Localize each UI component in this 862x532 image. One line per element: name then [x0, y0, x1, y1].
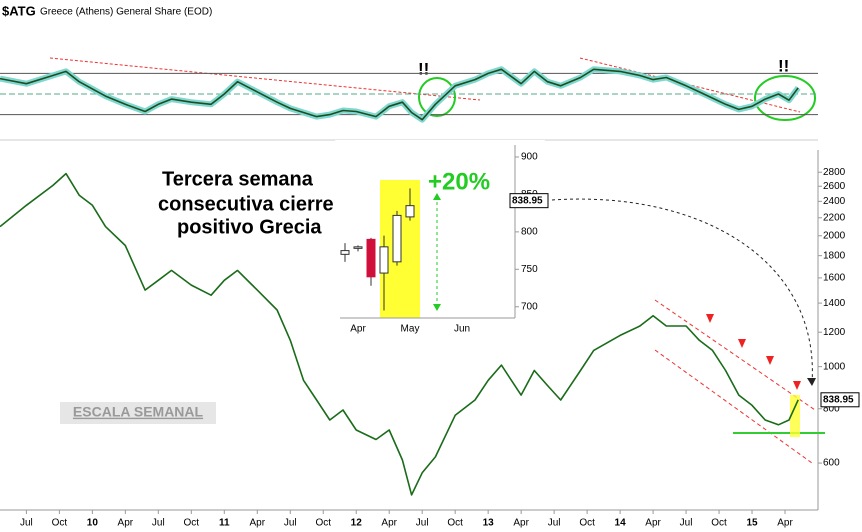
down-arrow: [738, 339, 746, 348]
x-tick-label: Jul: [284, 518, 297, 529]
exclamation: !!: [418, 59, 429, 78]
highlight-circle: [418, 77, 456, 117]
x-tick-label: Jul: [548, 518, 561, 529]
x-tick-label: Oct: [52, 518, 68, 529]
annotation: Tercera semana: [162, 168, 314, 190]
y-tick-label: 2000: [823, 230, 846, 241]
down-arrow: [706, 314, 714, 323]
inset-x-tick-label: Apr: [350, 324, 366, 335]
x-tick-label: Apr: [381, 518, 397, 529]
trend-line: [579, 57, 801, 113]
connector-head: [807, 378, 816, 386]
y-tick-label: 2600: [823, 181, 846, 192]
candle-body: [366, 238, 376, 278]
x-tick-label: Oct: [711, 518, 727, 529]
inset-y-tick-label: 800: [521, 227, 538, 238]
arrows: [706, 314, 801, 390]
x-tick-label: Oct: [315, 518, 331, 529]
x-tick-label: Jul: [20, 518, 33, 529]
price-label-box: [820, 392, 860, 408]
candle-body: [353, 246, 363, 249]
x-tick-label: 13: [483, 518, 495, 529]
price-label: 838.95: [823, 394, 854, 405]
stamp: ESCALA SEMANAL: [73, 404, 204, 420]
y-tick-label: 2400: [823, 196, 846, 207]
price-line: [0, 172, 799, 496]
x-tick-label: 12: [351, 518, 363, 529]
channel-line: [654, 299, 816, 411]
indicator-line: [0, 68, 799, 121]
x-tick-label: Jul: [152, 518, 165, 529]
y-tick-label: 1800: [823, 250, 846, 261]
highlight: [790, 395, 800, 437]
subtitle: Greece (Athens) General Share (EOD): [40, 7, 212, 18]
candle-body: [405, 205, 415, 218]
y-tick-label: 1200: [823, 327, 846, 338]
inset-y-tick-label: 900: [521, 152, 538, 163]
annotation: positivo Grecia: [177, 216, 322, 238]
x-tick-label: Apr: [777, 518, 793, 529]
candle-body: [340, 250, 350, 255]
highlight-circle: [754, 75, 816, 121]
down-arrow: [766, 356, 774, 365]
inset-x-tick-label: May: [401, 324, 420, 335]
trend-line: [49, 57, 481, 101]
inset-price-box: [509, 193, 549, 209]
inset-y-tick-label: 750: [521, 264, 538, 275]
y-tick-label: 2200: [823, 212, 846, 223]
x-tick-label: 15: [746, 518, 758, 529]
y-tick-label: 600: [823, 458, 840, 469]
x-tick-label: Jul: [416, 518, 429, 529]
x-tick-label: Apr: [513, 518, 529, 529]
exclamation: !!: [778, 56, 789, 75]
x-tick-label: Oct: [447, 518, 463, 529]
x-tick-label: Oct: [184, 518, 200, 529]
x-tick-label: Apr: [645, 518, 661, 529]
y-tick-label: 800: [823, 403, 840, 414]
channel-line: [654, 349, 813, 464]
x-tick-label: Oct: [579, 518, 595, 529]
x-tick-label: Apr: [249, 518, 265, 529]
gain-label: +20%: [428, 168, 490, 195]
stamp-box: [60, 402, 216, 424]
inset-y-tick-label: 700: [521, 301, 538, 312]
inset-x-tick-label: Jun: [454, 324, 470, 335]
candle-body: [379, 246, 389, 274]
y-tick-label: 1000: [823, 361, 846, 372]
x-tick-label: 10: [87, 518, 99, 529]
y-tick-label: 1600: [823, 273, 846, 284]
inset-price-label: 838.95: [512, 195, 543, 206]
y-tick-label: 1400: [823, 298, 846, 309]
x-tick-label: Apr: [118, 518, 134, 529]
x-tick-label: Jul: [680, 518, 693, 529]
down-arrow: [793, 381, 801, 390]
y-tick-label: 2800: [823, 167, 846, 178]
x-tick-label: 11: [219, 518, 230, 529]
candle-body: [392, 214, 402, 263]
symbol: $ATG: [2, 3, 36, 18]
x-tick-label: 14: [615, 518, 627, 529]
annotation: consecutiva cierre: [158, 193, 334, 215]
